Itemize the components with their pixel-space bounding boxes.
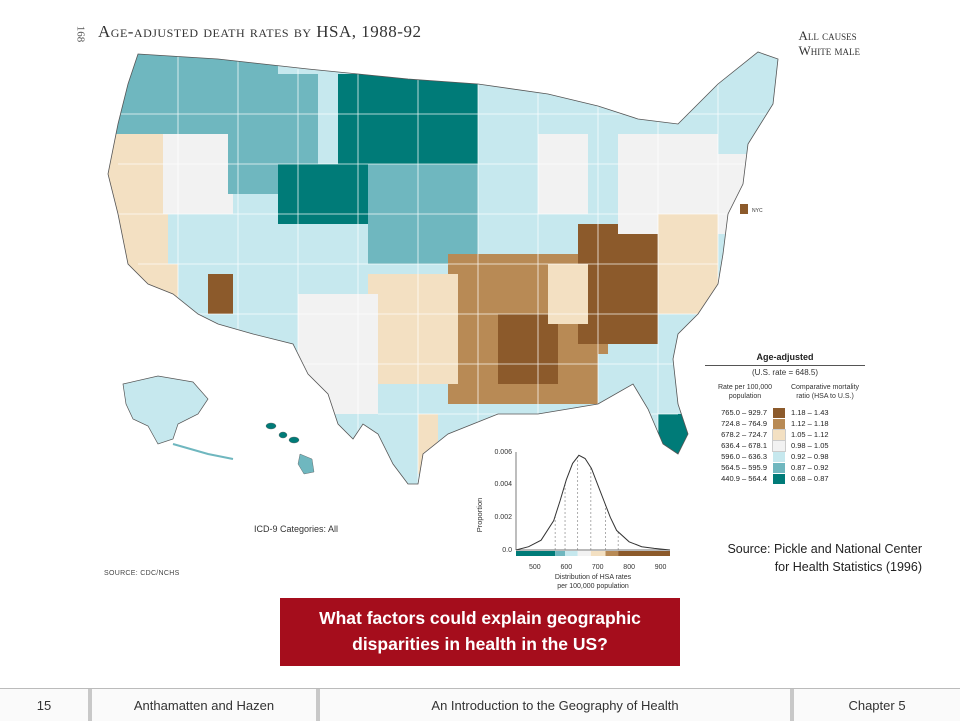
distribution-xlabel: Distribution of HSA rates (555, 574, 632, 581)
legend-rows: 765.0 – 929.7 1.18 – 1.43 724.8 – 764.9 1.… (705, 407, 865, 484)
slide-footer: 15 Anthamatten and Hazen An Introduction… (0, 688, 960, 721)
legend-rate-range: 596.0 – 636.3 (721, 452, 767, 461)
hawaii-region (265, 422, 315, 475)
legend-ratio-range: 1.05 – 1.12 (791, 430, 829, 439)
distribution-y-tick: 0.006 (494, 449, 512, 456)
distribution-x-tick: 800 (623, 564, 635, 571)
legend-swatch (772, 428, 786, 441)
footer-slide-number: 15 (36, 697, 52, 713)
legend-rate-range: 765.0 – 929.7 (721, 408, 767, 417)
legend-swatch (772, 439, 786, 452)
legend-rate-range: 564.5 – 595.9 (721, 463, 767, 472)
legend-swatch (773, 462, 785, 473)
choropleth-map: NYC (107, 51, 779, 485)
distribution-class-segment (516, 551, 556, 556)
figure-subtitle-group: White male (798, 43, 860, 58)
distribution-class-segment (590, 551, 606, 556)
legend-divider (705, 365, 865, 366)
question-box: What factors could explain geographic di… (280, 598, 680, 666)
distribution-x-tick: 500 (529, 564, 541, 571)
alaska-region (122, 375, 209, 445)
legend-row: 440.9 – 564.4 0.68 – 0.87 (705, 473, 865, 484)
legend-ratio-range: 0.68 – 0.87 (791, 474, 829, 483)
figure-subtitle-cause: All causes (798, 28, 857, 43)
legend-row: 765.0 – 929.7 1.18 – 1.43 (705, 407, 865, 418)
slide-source-line: for Health Statistics (1996) (774, 560, 922, 574)
legend-swatch (773, 418, 785, 429)
distribution-ylabel: Proportion (475, 498, 484, 533)
legend-ratio-range: 0.98 – 1.05 (791, 441, 829, 450)
figure-title: Age-adjusted death rates by HSA, 1988-92 (98, 22, 422, 41)
figure-source-label: SOURCE: CDC/NCHS (104, 570, 180, 577)
legend-row: 724.8 – 764.9 1.12 – 1.18 (705, 418, 865, 429)
legend-ratio-range: 1.18 – 1.43 (791, 408, 829, 417)
legend: Age-adjusted (U.S. rate = 648.5) Rate pe… (705, 352, 865, 484)
legend-ratio-range: 0.92 – 0.98 (791, 452, 829, 461)
distribution-class-breaks (554, 456, 619, 550)
distribution-class-segment (577, 551, 591, 556)
legend-row: 596.0 – 636.3 0.92 – 0.98 (705, 451, 865, 462)
distribution-class-segment (605, 551, 619, 556)
distribution-x-tick: 600 (560, 564, 572, 571)
legend-row: 636.4 – 678.1 0.98 – 1.05 (705, 439, 865, 452)
question-line: disparities in health in the US? (352, 634, 608, 654)
legend-swatch (773, 451, 785, 462)
legend-swatch (773, 473, 785, 484)
legend-rate-header: Rate per 100,000 population (717, 384, 773, 400)
alaska-aleutians (172, 443, 234, 460)
map-region-borders (118, 54, 778, 484)
distribution-class-segment (618, 551, 670, 556)
distribution-x-tick: 700 (592, 564, 604, 571)
footer-chapter: Chapter 5 (790, 689, 960, 721)
distribution-y-tick: 0.0 (502, 547, 512, 554)
slide-source-note: Source: Pickle and National Center for H… (690, 540, 922, 576)
legend-us-rate: (U.S. rate = 648.5) (751, 368, 819, 377)
distribution-y-tick: 0.004 (494, 481, 512, 488)
legend-ratio-range: 0.87 – 0.92 (791, 463, 829, 472)
distribution-chart: Proportion 0.006 0.004 0.002 0.0 500 600… (475, 449, 671, 590)
slide-source-line: Source: Pickle and National Center (727, 542, 922, 556)
footer-authors: Anthamatten and Hazen (88, 689, 316, 721)
legend-headers: Rate per 100,000 population Comparative … (705, 383, 865, 401)
distribution-class-bar (516, 551, 670, 556)
map-figure: 168 Age-adjusted death rates by HSA, 198… (74, 14, 878, 596)
legend-row: 678.2 – 724.7 1.05 – 1.12 (705, 428, 865, 441)
legend-rate-range: 440.9 – 564.4 (721, 474, 767, 483)
distribution-x-tick: 900 (655, 564, 667, 571)
distribution-xlabel: per 100,000 population (557, 583, 629, 590)
distribution-y-tick: 0.002 (494, 514, 512, 521)
legend-swatch (773, 407, 785, 418)
figure-subtitle: All causes White male (798, 28, 860, 58)
us-outline (107, 51, 779, 485)
legend-rate-range: 636.4 – 678.1 (721, 441, 767, 450)
footer-book-title: An Introduction to the Geography of Heal… (316, 689, 790, 721)
question-line: What factors could explain geographic (319, 608, 641, 628)
icd-categories-label: ICD-9 Categories: All (254, 524, 339, 534)
distribution-curve (515, 454, 671, 551)
legend-rate-range: 678.2 – 724.7 (721, 430, 767, 439)
legend-row: 564.5 – 595.9 0.87 – 0.92 (705, 462, 865, 473)
distribution-class-segment (565, 551, 578, 556)
nyc-label: NYC (752, 208, 763, 214)
legend-title: Age-adjusted (756, 352, 814, 362)
legend-ratio-header: Comparative mortality ratio (HSA to U.S.… (790, 384, 860, 400)
legend-ratio-range: 1.12 – 1.18 (791, 419, 829, 428)
legend-rate-range: 724.8 – 764.9 (721, 419, 767, 428)
distribution-class-segment (555, 551, 566, 556)
nyc-inset-region (740, 204, 748, 214)
